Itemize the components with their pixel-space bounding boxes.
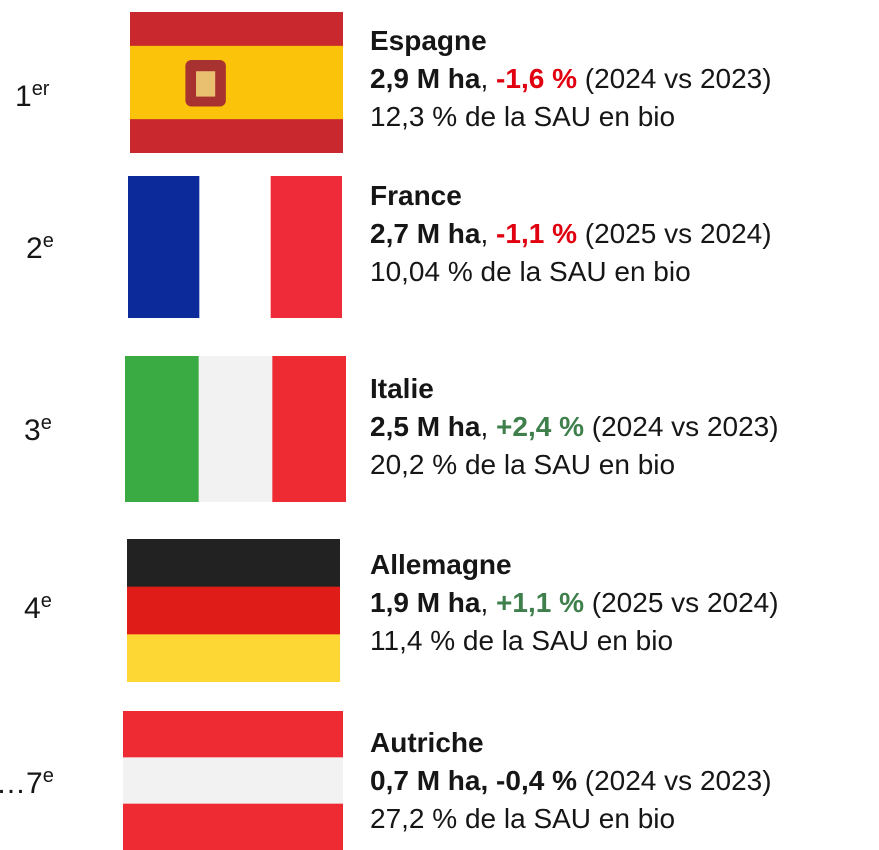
flag xyxy=(128,176,342,318)
area: 2,9 M ha xyxy=(370,63,481,94)
country-name: France xyxy=(370,180,462,211)
stripe xyxy=(199,176,272,318)
rank-number: 1 xyxy=(15,80,32,113)
rank-number: …7 xyxy=(0,767,43,800)
separator: , xyxy=(480,587,489,618)
stripe xyxy=(123,711,343,758)
country-info: Allemagne 1,9 M ha, +1,1 % (2025 vs 2024)… xyxy=(370,546,779,660)
area-line: 0,7 M ha, -0,4 % (2024 vs 2023) xyxy=(370,762,772,800)
country-info: Espagne 2,9 M ha, -1,6 % (2024 vs 2023) 12… xyxy=(370,22,772,136)
rank: 2e xyxy=(26,230,54,266)
country-info: Autriche 0,7 M ha, -0,4 % (2024 vs 2023) 2… xyxy=(370,724,772,838)
period: (2024 vs 2023) xyxy=(584,765,772,796)
change: -1,1 % xyxy=(496,218,577,249)
area: 2,5 M ha xyxy=(370,411,481,442)
area-line: 2,9 M ha, -1,6 % (2024 vs 2023) xyxy=(370,60,772,98)
coat-of-arms xyxy=(196,71,216,97)
flag xyxy=(130,12,343,153)
stripe xyxy=(123,757,343,805)
stripe xyxy=(130,45,343,120)
change: -1,6 % xyxy=(496,63,577,94)
period: (2025 vs 2024) xyxy=(591,587,779,618)
rank: 3e xyxy=(24,412,52,448)
organic-share: 11,4 % de la SAU en bio xyxy=(370,625,674,656)
rank-number: 4 xyxy=(24,592,41,625)
stripe xyxy=(128,176,200,318)
separator: , xyxy=(480,218,489,249)
period: (2025 vs 2024) xyxy=(584,218,772,249)
country-name: Espagne xyxy=(370,25,487,56)
stripe xyxy=(123,803,343,850)
flag xyxy=(127,539,340,682)
country-name: Autriche xyxy=(370,727,484,758)
rank-suffix: er xyxy=(31,78,50,100)
separator: , xyxy=(480,63,489,94)
stripe xyxy=(125,356,200,502)
rank-suffix: e xyxy=(42,230,54,252)
area: 2,7 M ha xyxy=(370,218,481,249)
stripe xyxy=(127,634,340,682)
rank: …7e xyxy=(0,765,54,801)
separator: , xyxy=(480,765,489,796)
country-name: Allemagne xyxy=(370,549,512,580)
area: 1,9 M ha xyxy=(370,587,481,618)
area-line: 1,9 M ha, +1,1 % (2025 vs 2024) xyxy=(370,584,779,622)
flag xyxy=(125,356,346,502)
stripe xyxy=(127,539,340,588)
country-info: France 2,7 M ha, -1,1 % (2025 vs 2024) 10,… xyxy=(370,177,772,291)
flag xyxy=(123,711,343,850)
area: 0,7 M ha xyxy=(370,765,481,796)
change: -0,4 % xyxy=(496,765,577,796)
period: (2024 vs 2023) xyxy=(584,63,772,94)
change: +2,4 % xyxy=(496,411,584,442)
organic-share: 12,3 % de la SAU en bio xyxy=(370,101,676,132)
separator: , xyxy=(480,411,489,442)
organic-share: 10,04 % de la SAU en bio xyxy=(370,256,691,287)
rank-suffix: e xyxy=(40,412,52,434)
stripe xyxy=(198,356,273,502)
rank-suffix: e xyxy=(42,765,54,787)
area-line: 2,5 M ha, +2,4 % (2024 vs 2023) xyxy=(370,408,779,446)
stripe xyxy=(272,356,346,502)
period: (2024 vs 2023) xyxy=(591,411,779,442)
organic-share: 27,2 % de la SAU en bio xyxy=(370,803,676,834)
change: +1,1 % xyxy=(496,587,584,618)
country-name: Italie xyxy=(370,373,434,404)
area-line: 2,7 M ha, -1,1 % (2025 vs 2024) xyxy=(370,215,772,253)
country-info: Italie 2,5 M ha, +2,4 % (2024 vs 2023) 20,… xyxy=(370,370,779,484)
organic-share: 20,2 % de la SAU en bio xyxy=(370,449,676,480)
rank-number: 2 xyxy=(26,232,43,265)
rank-number: 3 xyxy=(24,414,41,447)
rank: 1er xyxy=(15,78,49,114)
stripe xyxy=(127,586,340,635)
rank: 4e xyxy=(24,590,52,626)
stripe xyxy=(270,176,342,318)
rank-suffix: e xyxy=(40,590,52,612)
